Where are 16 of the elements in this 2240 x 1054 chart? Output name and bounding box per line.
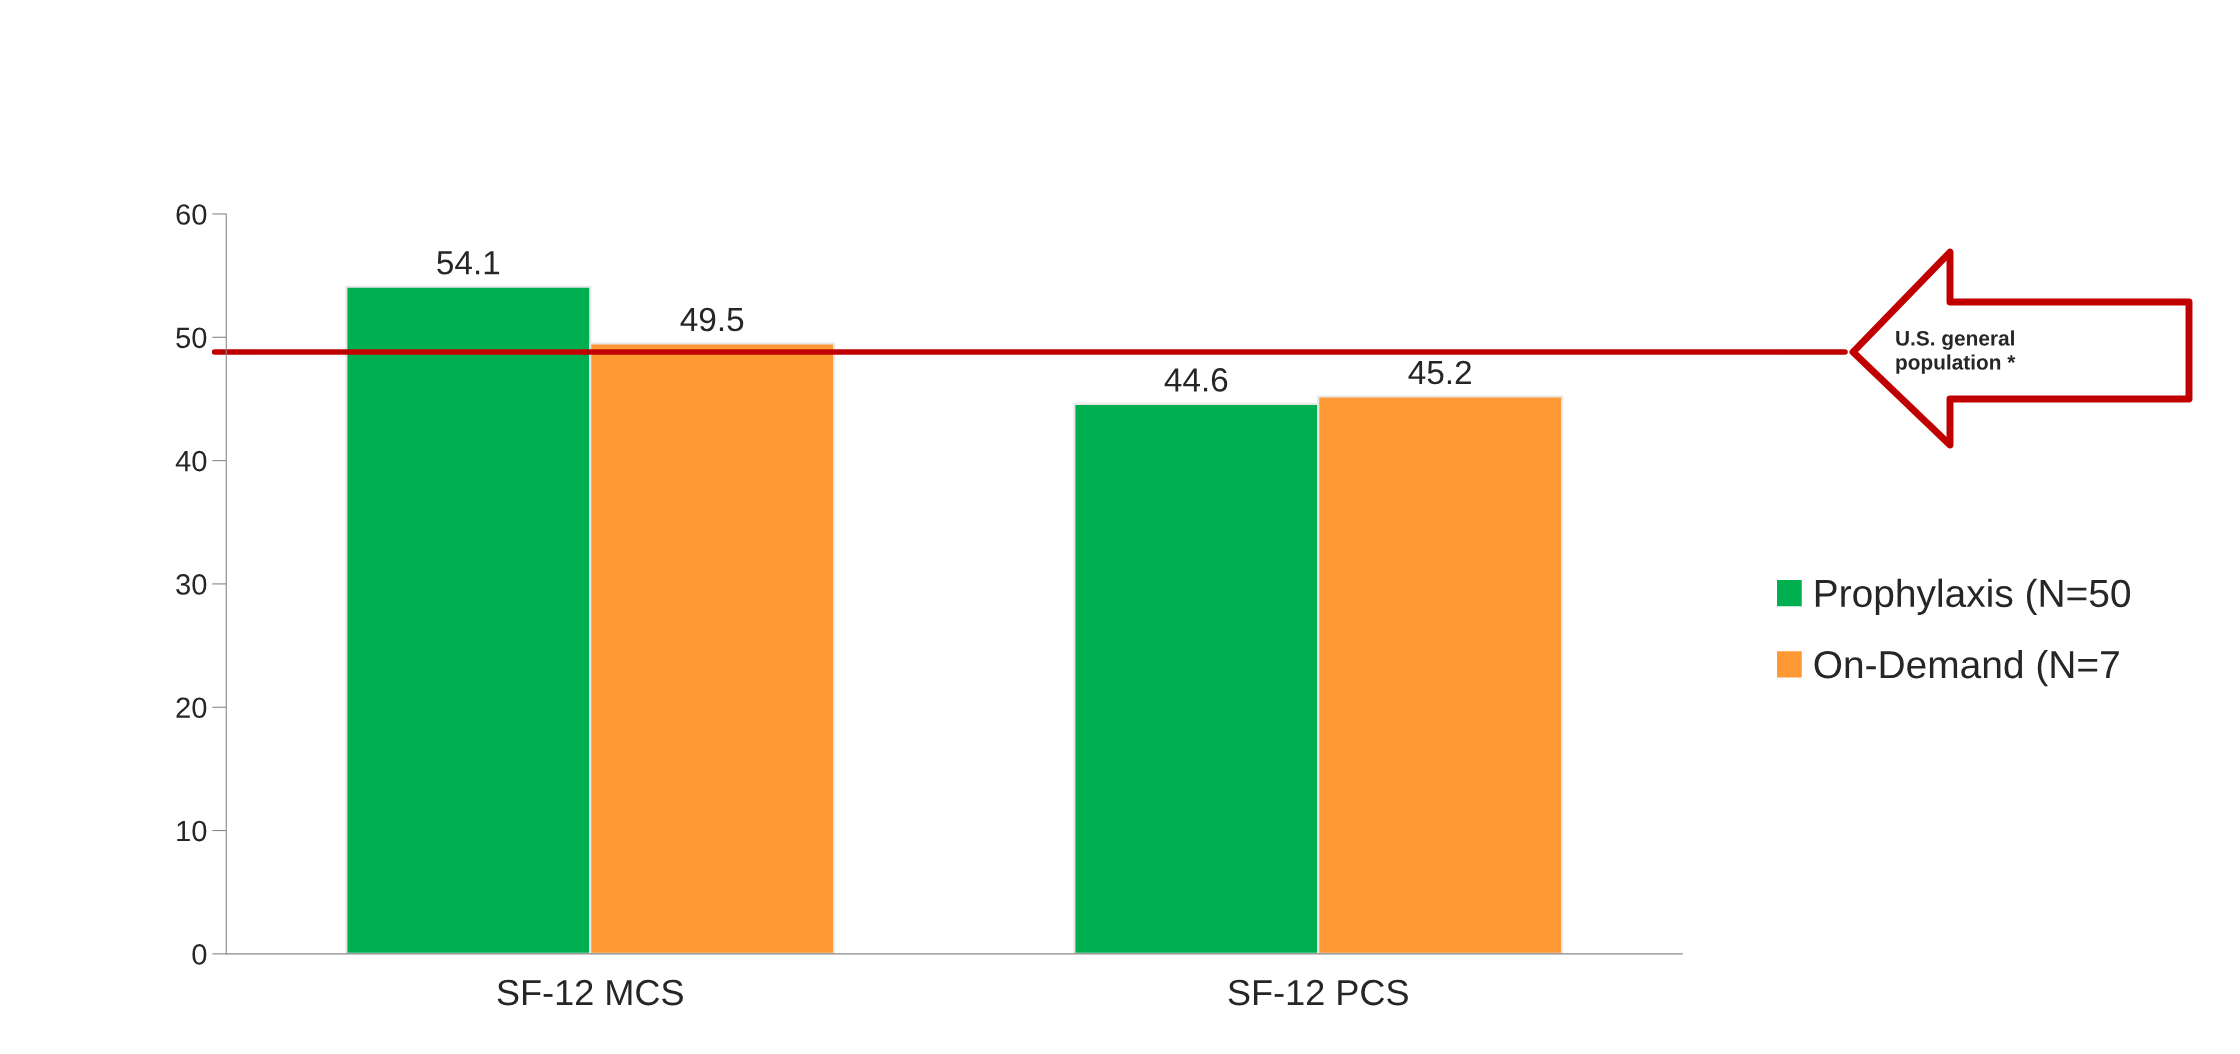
y-tick-label: 20	[176, 697, 207, 719]
data-label: 54.1	[437, 251, 500, 275]
x-tick-label: SF-12 PCS	[1228, 979, 1408, 1006]
x-tick-label: SF-12 MCS	[497, 979, 683, 1006]
legend-label: On-Demand (N=7	[1814, 649, 2119, 687]
y-tick-label: 30	[176, 574, 207, 595]
y-tick-label: 10	[177, 820, 207, 842]
ref-line-label: U.S. general population *	[1896, 330, 2016, 374]
y-tick-label: 60	[176, 204, 207, 225]
data-label: 45.2	[1408, 360, 1471, 385]
y-tick-label: 50	[176, 327, 207, 349]
y-tick-label: 0	[192, 944, 207, 965]
y-tick-label: 40	[175, 450, 207, 472]
data-label: 44.6	[1164, 368, 1228, 392]
data-label: 49.5	[680, 307, 744, 332]
legend-label: Prophylaxis (N=50	[1815, 578, 2131, 615]
